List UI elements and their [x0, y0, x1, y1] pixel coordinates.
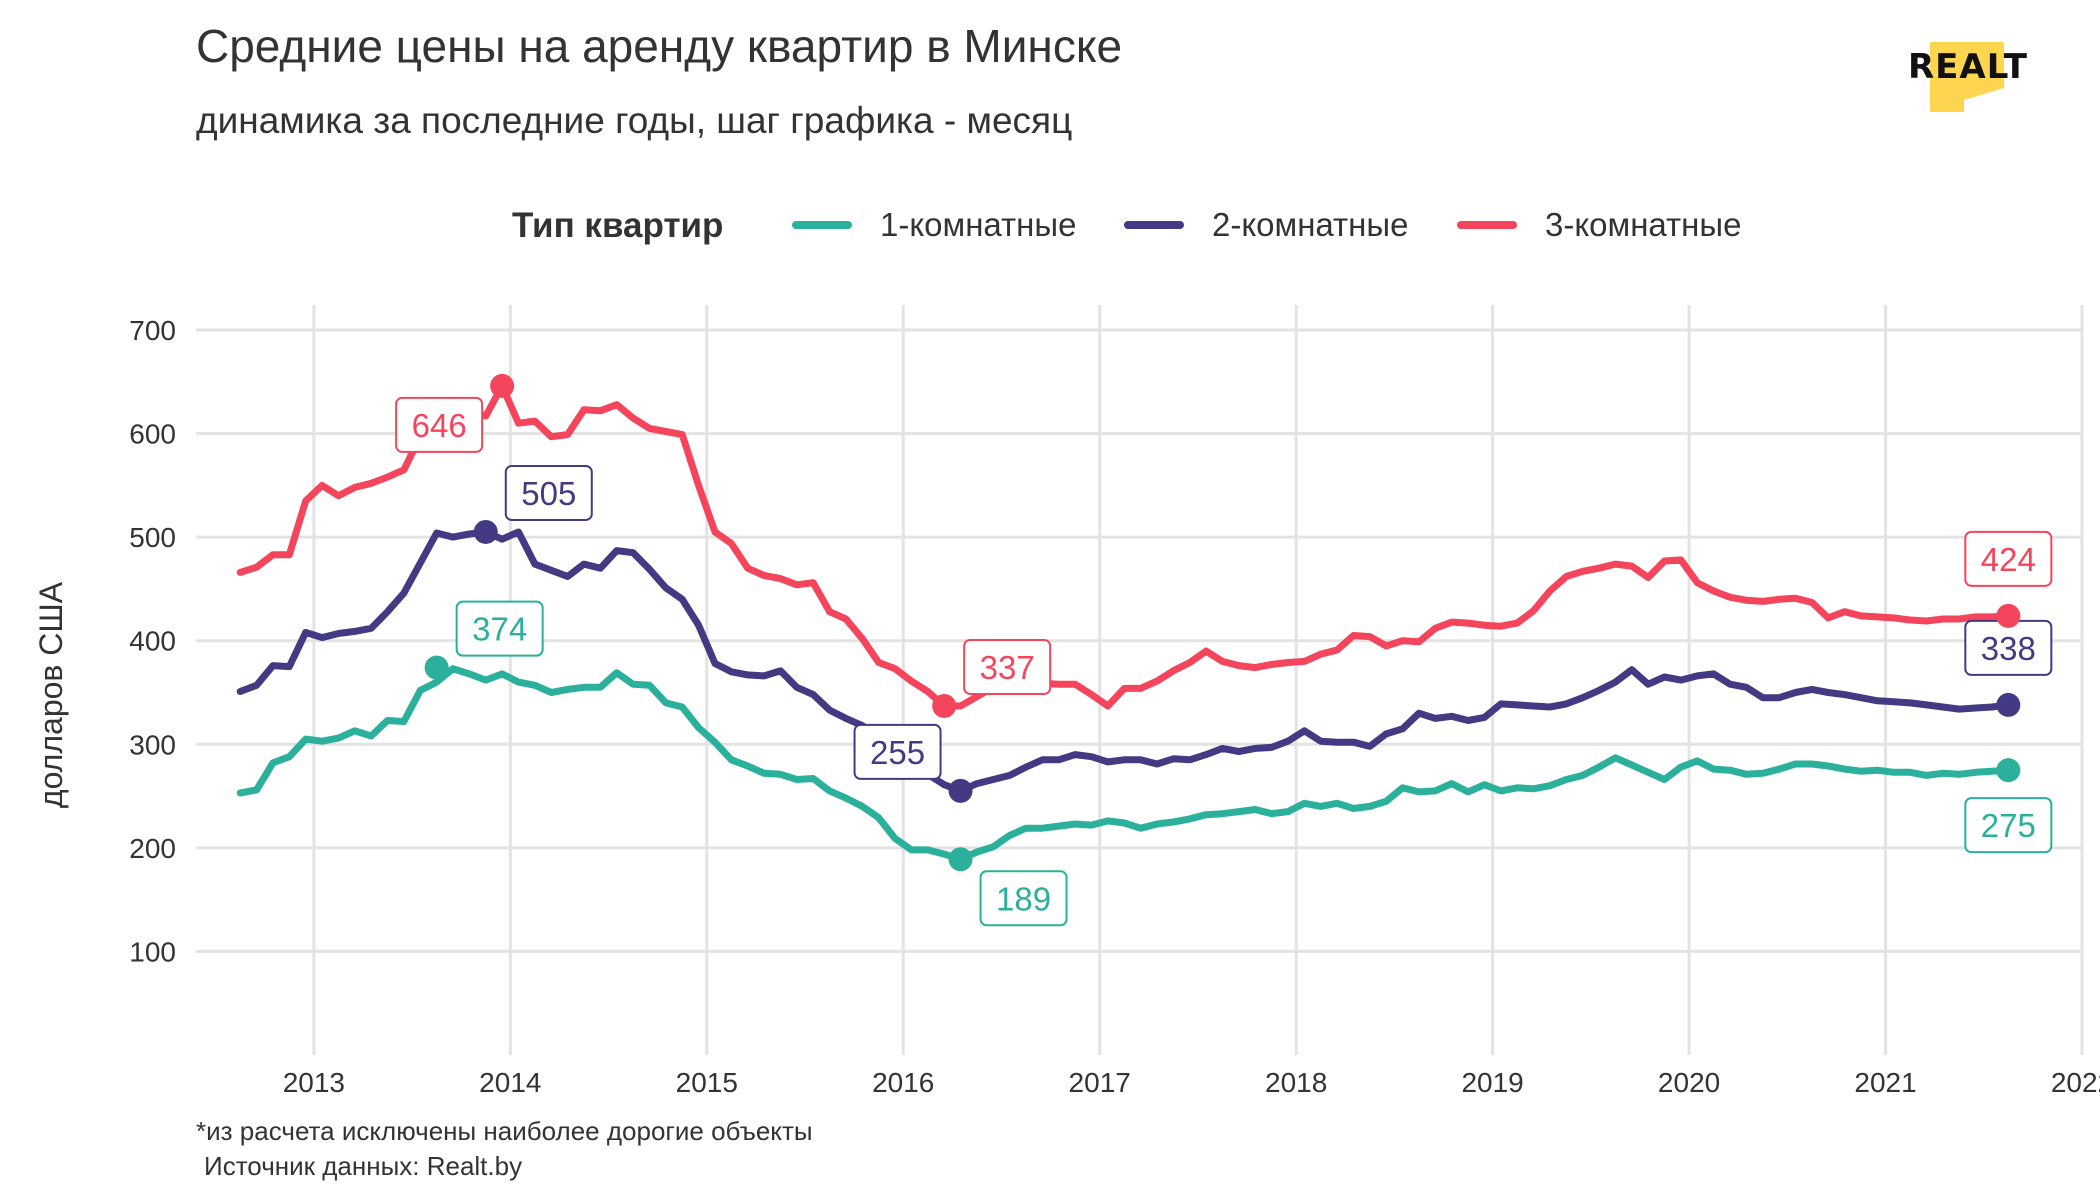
gridlines — [196, 305, 2084, 1055]
y-tick-label: 200 — [129, 833, 176, 864]
x-tick-label: 2020 — [1658, 1067, 1720, 1098]
annotation-box — [395, 396, 484, 453]
annotation-box — [963, 638, 1052, 695]
annotation-point — [1996, 758, 2021, 783]
x-axis-ticks: 2013 2014 2015 2016 2017 2018 2019 2020 2021 2022 — [283, 1067, 2100, 1098]
annotation-point — [473, 519, 498, 544]
y-axis-ticks: 100 200 300 400 500 600 700 — [129, 315, 176, 967]
series-line-3 — [236, 382, 2012, 710]
logo-wordmark: REALT — [1908, 47, 2028, 87]
y-tick-label: 500 — [129, 522, 176, 553]
annotation-box — [853, 723, 942, 780]
annotation-point — [1996, 603, 2021, 628]
annotation-label: 255 — [870, 734, 925, 771]
series-line-2 — [236, 528, 2012, 795]
annotation-box — [455, 600, 544, 657]
annotation-box — [1964, 530, 2053, 587]
legend: Тип квартир 1-комнатные 2-комнатные 3-ко… — [512, 206, 1741, 245]
annotation-label: 189 — [996, 880, 1051, 917]
annotation-point — [932, 693, 957, 718]
x-tick-label: 2021 — [1854, 1067, 1916, 1098]
annotation-label: 374 — [472, 611, 527, 648]
footnote: *из расчета исключены наиболее дорогие о… — [196, 1116, 813, 1146]
annotation-label: 424 — [1981, 541, 2036, 578]
y-tick-label: 700 — [129, 315, 176, 346]
legend-label-2: 2-комнатные — [1212, 206, 1408, 243]
legend-label-1: 1-комнатные — [880, 206, 1076, 243]
logo-badge — [1930, 42, 2004, 112]
chart-subtitle: динамика за последние годы, шаг графика … — [196, 100, 1072, 141]
series-line-1 — [236, 665, 2012, 863]
annotation-label: 275 — [1981, 807, 2036, 844]
x-tick-label: 2018 — [1265, 1067, 1327, 1098]
annotations: 374 189 275 505 255 338 646 337 424 — [395, 373, 2053, 927]
annotation-label: 338 — [1981, 630, 2036, 667]
annotation-point — [490, 373, 515, 398]
legend-title: Тип квартир — [512, 206, 723, 245]
y-tick-label: 600 — [129, 419, 176, 450]
y-axis-label: долларов США — [33, 581, 69, 808]
annotation-point — [948, 847, 973, 872]
annotation-box — [1964, 797, 2053, 854]
x-tick-label: 2014 — [479, 1067, 541, 1098]
legend-label-3: 3-комнатные — [1545, 206, 1741, 243]
annotation-box — [504, 464, 593, 521]
annotation-label: 646 — [412, 407, 467, 444]
x-tick-label: 2013 — [283, 1067, 345, 1098]
x-tick-label: 2022 — [2051, 1067, 2100, 1098]
annotation-point — [424, 655, 449, 680]
annotation-label: 337 — [980, 649, 1035, 686]
annotation-point — [1996, 692, 2021, 717]
y-tick-label: 300 — [129, 729, 176, 760]
realt-logo: REALT — [1908, 42, 2028, 112]
data-source: Источник данных: Realt.by — [204, 1151, 522, 1181]
x-tick-label: 2016 — [872, 1067, 934, 1098]
annotation-label: 505 — [521, 475, 576, 512]
y-tick-label: 100 — [129, 936, 176, 967]
annotation-box — [979, 870, 1068, 927]
chart-title: Средние цены на аренду квартир в Минске — [196, 20, 1122, 72]
y-tick-label: 400 — [129, 626, 176, 657]
annotation-point — [948, 778, 973, 803]
series — [236, 382, 2012, 863]
x-tick-label: 2015 — [676, 1067, 738, 1098]
x-tick-label: 2017 — [1069, 1067, 1131, 1098]
x-tick-label: 2019 — [1461, 1067, 1523, 1098]
